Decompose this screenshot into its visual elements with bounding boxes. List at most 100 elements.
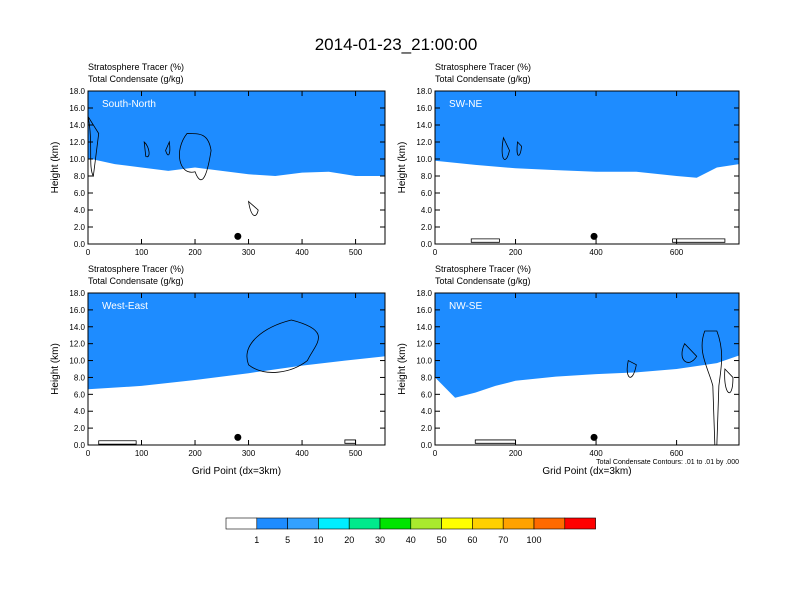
location-marker: [590, 232, 598, 240]
colorbar-swatch: [256, 517, 288, 530]
figure-title: 2014-01-23_21:00:00: [315, 35, 478, 54]
section-name: NW-SE: [449, 301, 482, 312]
colorbar-swatch: [287, 517, 319, 530]
y-tick-label: 2.0: [421, 424, 433, 433]
y-tick-label: 2.0: [74, 424, 86, 433]
colorbar-label: 30: [375, 535, 385, 545]
y-tick-label: 0.0: [74, 441, 86, 450]
y-tick-label: 6.0: [74, 390, 86, 399]
colorbar-swatch: [348, 517, 381, 530]
tracer-shading: [88, 293, 385, 445]
tracer-band-10: [435, 91, 739, 178]
colorbar-label: 40: [406, 535, 416, 545]
y-tick-label: 2.0: [421, 223, 433, 232]
condensate-label: Total Condensate (g/kg): [88, 276, 184, 286]
colorbar-label: 100: [526, 535, 541, 545]
y-tick-label: 12.0: [416, 340, 432, 349]
x-tick-label: 100: [135, 449, 149, 458]
tracer-label: Stratosphere Tracer (%): [88, 264, 184, 274]
condensate-label: Total Condensate (g/kg): [435, 276, 531, 286]
y-axis-label: Height (km): [397, 343, 408, 395]
y-tick-label: 10.0: [69, 155, 85, 164]
y-tick-label: 10.0: [69, 357, 85, 366]
condensate-contours: [470, 136, 726, 243]
x-tick-label: 300: [242, 449, 256, 458]
condensate-label: Total Condensate (g/kg): [88, 74, 184, 84]
tracer-band-10: [88, 91, 385, 176]
x-tick-label: 600: [670, 248, 684, 257]
y-tick-label: 0.0: [421, 240, 433, 249]
colorbar-swatch: [441, 517, 473, 530]
colorbar-swatch: [502, 517, 535, 530]
colorbar-label: 5: [285, 535, 290, 545]
y-tick-label: 0.0: [74, 240, 86, 249]
colorbar-swatch: [472, 517, 504, 530]
colorbar-swatch: [564, 517, 596, 530]
y-tick-label: 4.0: [74, 206, 86, 215]
panel-south-north: 0.0 2.0 4.0 6.0 8.0 10.0 12.0 14.0 16.0 18.0 0 100 2…: [50, 62, 386, 257]
plot-frame: [87, 292, 386, 446]
y-axis-label: Height (km): [50, 343, 61, 395]
section-name: South-North: [102, 99, 156, 110]
y-tick-label: 4.0: [421, 206, 433, 215]
condensate-contours: [88, 116, 259, 216]
location-marker: [590, 433, 598, 441]
y-tick-label: 10.0: [416, 155, 432, 164]
x-tick-label: 0: [86, 449, 91, 458]
x-tick-label: 400: [295, 248, 309, 257]
y-tick-label: 14.0: [416, 121, 432, 130]
tracer-shading: [435, 91, 739, 243]
condensate-label: Total Condensate (g/kg): [435, 74, 531, 84]
y-axis-label: Height (km): [50, 142, 61, 194]
y-tick-label: 8.0: [74, 172, 86, 181]
y-tick-label: 6.0: [421, 390, 433, 399]
y-tick-label: 8.0: [421, 172, 433, 181]
plot-frame: [434, 90, 740, 245]
y-tick-label: 6.0: [74, 189, 86, 198]
plot-frame: [87, 90, 386, 245]
tracer-label: Stratosphere Tracer (%): [435, 62, 531, 72]
tracer-shading: [435, 293, 739, 445]
x-tick-label: 400: [589, 449, 603, 458]
y-tick-label: 0.0: [421, 441, 433, 450]
y-tick-label: 18.0: [69, 87, 85, 96]
tracer-label: Stratosphere Tracer (%): [88, 62, 184, 72]
tracer-band-10: [88, 293, 385, 390]
x-axis-label: Grid Point (dx=3km): [542, 466, 631, 477]
colorbar-swatch: [410, 517, 442, 530]
tracer-label: Stratosphere Tracer (%): [435, 264, 531, 274]
x-tick-label: 500: [349, 449, 363, 458]
x-tick-label: 0: [433, 449, 438, 458]
plot-frame: [434, 292, 740, 446]
y-tick-label: 4.0: [74, 407, 86, 416]
x-axis-label: Grid Point (dx=3km): [192, 466, 281, 477]
colorbar-swatch: [379, 517, 412, 530]
x-tick-label: 200: [509, 248, 523, 257]
colorbar-label: 10: [313, 535, 323, 545]
panel-nw-se: 0.0 2.0 4.0 6.0 8.0 10.0 12.0 14.0 16.0 18.0 0 200 4…: [397, 264, 740, 477]
colorbar-label: 20: [344, 535, 354, 545]
x-tick-label: 400: [589, 248, 603, 257]
y-tick-label: 16.0: [416, 104, 432, 113]
y-tick-label: 16.0: [69, 306, 85, 315]
y-tick-label: 10.0: [416, 357, 432, 366]
panel-west-east: 0.0 2.0 4.0 6.0 8.0 10.0 12.0 14.0 16.0 18.0 0 100 2…: [50, 264, 386, 477]
colorbar-label: 50: [437, 535, 447, 545]
location-marker: [234, 232, 242, 240]
y-tick-label: 14.0: [69, 323, 85, 332]
y-tick-label: 8.0: [421, 373, 433, 382]
colorbar: 1 5 10 20 30 40 50 60 70 100: [225, 517, 596, 545]
colorbar-swatch: [318, 517, 350, 530]
y-tick-label: 4.0: [421, 407, 433, 416]
y-tick-label: 14.0: [416, 323, 432, 332]
y-tick-label: 2.0: [74, 223, 86, 232]
x-tick-label: 500: [349, 248, 363, 257]
y-tick-label: 18.0: [416, 289, 432, 298]
y-tick-label: 12.0: [69, 138, 85, 147]
colorbar-swatch: [225, 517, 258, 530]
y-tick-label: 16.0: [416, 306, 432, 315]
colorbar-swatch: [533, 517, 566, 530]
y-tick-label: 18.0: [416, 87, 432, 96]
x-tick-label: 600: [670, 449, 684, 458]
